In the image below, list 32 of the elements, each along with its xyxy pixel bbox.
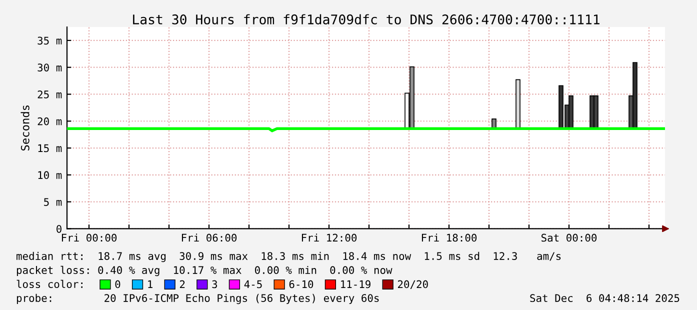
x-tick-label: Fri 18:00: [422, 234, 477, 242]
legend-label: 3: [212, 280, 218, 288]
text: probe: 20 IPv6-ICMP Echo Pings (56 Bytes) every 60s: [16, 294, 379, 304]
bar: [632, 62, 638, 130]
text: Sat Dec 6 04:48:14 2025: [530, 294, 680, 302]
chart-title: Last 30 Hours from f9f1da709dfc to DNS 2606:4700:4700::1111: [133, 14, 600, 24]
x-tick-label: Fri 00:00: [62, 234, 117, 242]
y-axis-title: Seconds: [20, 106, 30, 151]
bar: [516, 79, 520, 130]
legend-label: 20/20: [398, 280, 428, 289]
text: loss color:: [16, 280, 82, 288]
x-tick-label: Sat 00:00: [541, 234, 597, 242]
legend-label: 1: [148, 280, 152, 288]
y-tick-label: 10 m: [38, 171, 62, 180]
legend-label: 2: [180, 280, 185, 288]
x-tick-label: Fri 06:00: [182, 234, 237, 242]
legend-label: 4-5: [244, 280, 262, 288]
bar: [568, 95, 574, 130]
y-tick-label: 0: [56, 224, 62, 233]
legend-label: 11-19: [341, 280, 370, 288]
y-tick-label: 20 m: [38, 117, 62, 126]
y-tick-label: 35 m: [38, 36, 62, 45]
text: median rtt: 18.7 ms avg 30.9 ms max 18.3 ms min 18.4 ms now 1.5 ms sd 12.3 am/s: [16, 252, 561, 262]
x-tick-label: Fri 12:00: [302, 234, 357, 242]
legend-label: 6-10: [289, 280, 314, 288]
y-tick-label: 30 m: [38, 64, 62, 72]
y-tick-label: 15 m: [38, 144, 62, 152]
y-tick-label: 5 m: [44, 198, 62, 206]
bar: [594, 95, 598, 130]
text: packet loss: 0.40 % avg 10.17 % max 0.00 % min 0.00 % now: [16, 266, 392, 276]
y-tick-label: 25 m: [38, 90, 62, 98]
legend-label: 0: [115, 280, 120, 288]
